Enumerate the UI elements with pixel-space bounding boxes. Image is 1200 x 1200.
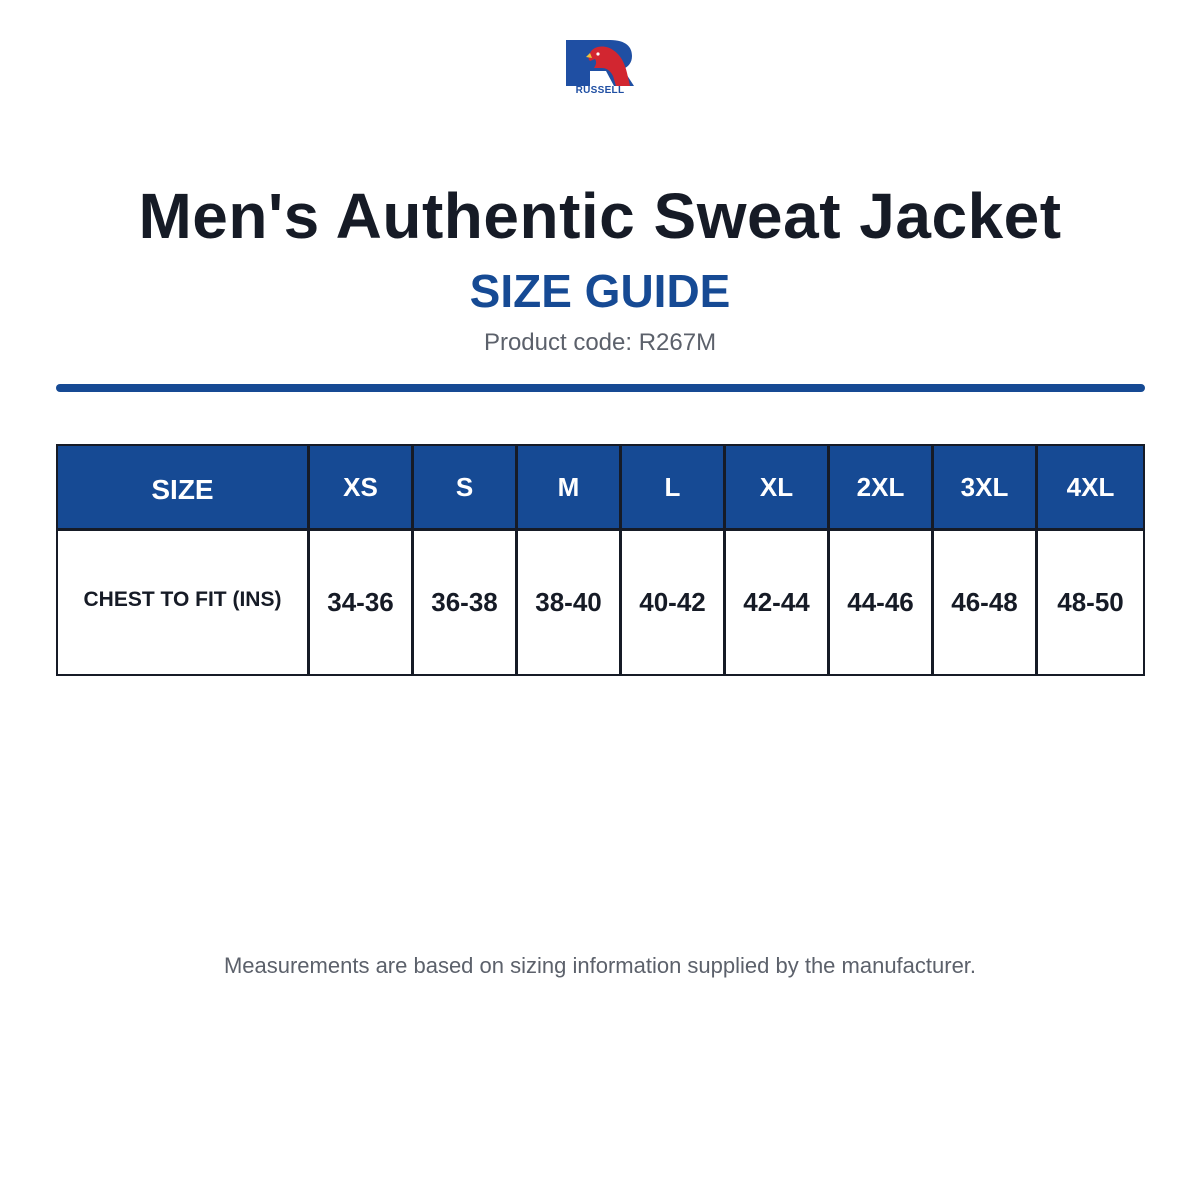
russell-logo: RUSSELL [566,40,634,96]
brand-name: RUSSELL [575,85,625,96]
page-title: Men's Authentic Sweat Jacket [138,180,1062,252]
table-cell: 46-48 [934,531,1038,674]
header-cell: 4XL [1038,446,1143,531]
header-cell-size: SIZE [58,446,310,531]
table-cell: 36-38 [414,531,518,674]
header-cell: XS [310,446,414,531]
table-cell: 40-42 [622,531,726,674]
table-row: CHEST TO FIT (INS) 34-36 36-38 38-40 40-… [58,531,1143,674]
header-cell: XL [726,446,830,531]
header-cell: 2XL [830,446,934,531]
table-cell: 34-36 [310,531,414,674]
row-label-chest: CHEST TO FIT (INS) [58,531,310,674]
russell-r-eagle-icon [566,40,634,86]
page-subtitle: SIZE GUIDE [469,265,731,317]
table-cell: 44-46 [830,531,934,674]
header-cell: M [518,446,622,531]
header-cell: S [414,446,518,531]
divider [56,384,1145,392]
table-cell: 42-44 [726,531,830,674]
table-header-row: SIZE XS S M L XL 2XL 3XL 4XL [58,446,1143,531]
size-table: SIZE XS S M L XL 2XL 3XL 4XL CHEST TO FI… [56,444,1145,676]
table-cell: 48-50 [1057,587,1124,617]
table-cell: 38-40 [518,531,622,674]
header-cell: 3XL [934,446,1038,531]
footnote: Measurements are based on sizing informa… [223,953,977,978]
header-cell: L [622,446,726,531]
product-code: Product code: R267M [483,329,717,356]
